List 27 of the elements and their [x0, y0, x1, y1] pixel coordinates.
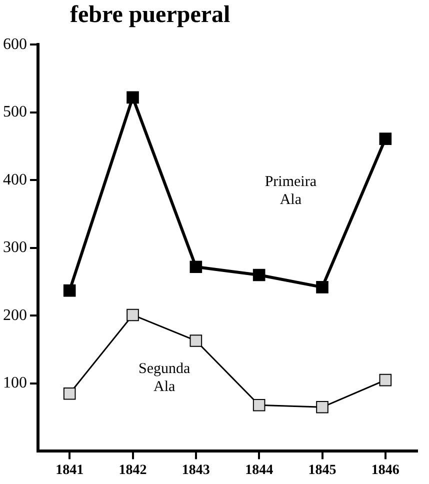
point [63, 387, 76, 400]
point [126, 308, 139, 322]
point [316, 281, 328, 294]
x-tick-label: 1842 [118, 463, 147, 478]
point [63, 284, 76, 297]
point [190, 334, 202, 347]
x-tick-label: 1843 [182, 463, 210, 478]
chart-title: febre puerperal [69, 1, 232, 30]
x-tick-label: 1846 [371, 463, 400, 478]
point [252, 268, 266, 282]
y-tick-label: 600 [3, 36, 27, 53]
point [316, 400, 328, 414]
text: Primeira Ala [264, 174, 317, 208]
x-tick-label: 1845 [308, 463, 336, 478]
point [379, 374, 392, 386]
x-tick-label: 1844 [245, 463, 274, 478]
point [379, 132, 392, 145]
y-tick-label: 500 [3, 104, 27, 121]
x-tick-label: 1841 [56, 463, 84, 478]
point [126, 91, 139, 104]
point [252, 398, 266, 412]
y-tick-label: 400 [3, 171, 27, 188]
y-tick-label: 200 [3, 306, 27, 324]
series-label: Segunda Ala [138, 360, 190, 395]
y-tick-label: 100 [3, 374, 27, 392]
y-tick-label: 300 [3, 239, 27, 256]
point [190, 260, 202, 274]
